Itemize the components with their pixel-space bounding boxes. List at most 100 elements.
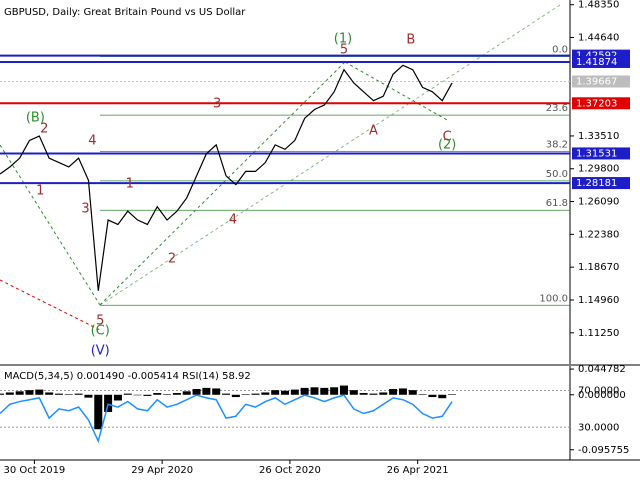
fib-label: 23.6: [546, 103, 568, 114]
y-tick-label: 1.48350: [578, 0, 619, 11]
macd-bar: [369, 393, 378, 395]
fib-label: 61.8: [546, 198, 568, 209]
macd-bar: [45, 392, 54, 395]
macd-bar: [153, 393, 162, 395]
wave-label: 5: [340, 42, 348, 57]
macd-bar: [290, 389, 299, 395]
macd-bar: [5, 392, 14, 395]
level-label: 1.39667: [576, 76, 617, 87]
y-tick-label: 1.22380: [578, 229, 619, 240]
macd-bar: [251, 393, 260, 395]
macd-bar: [212, 388, 221, 395]
level-label: 1.31531: [576, 148, 617, 159]
level-label: 1.37203: [576, 98, 617, 109]
x-tick-label: 30 Oct 2019: [3, 465, 65, 476]
fib-label: 38.2: [546, 140, 568, 151]
indicator-title: MACD(5,34,5) 0.001490 -0.005414 RSI(14) …: [4, 371, 251, 382]
wave-line: [344, 61, 448, 121]
macd-bar: [241, 394, 250, 395]
macd-bar: [113, 394, 122, 401]
macd-bar: [300, 387, 309, 395]
macd-bar: [448, 394, 457, 395]
rsi-tick-label: 70.0000: [578, 386, 619, 397]
macd-bar: [428, 394, 437, 398]
macd-bar: [320, 387, 329, 395]
y-tick-label: 1.29800: [578, 164, 619, 175]
macd-bar: [330, 387, 339, 395]
wave-label: B: [406, 32, 415, 47]
x-tick-label: 26 Apr 2021: [387, 465, 449, 476]
y-tick-label: 1.14960: [578, 295, 619, 306]
level-label: 1.41874: [576, 57, 617, 68]
macd-bar: [15, 391, 24, 395]
macd-bar: [192, 389, 201, 395]
wave-label: 1: [126, 176, 134, 191]
macd-bar: [104, 394, 113, 412]
x-tick-label: 29 Apr 2020: [131, 465, 193, 476]
macd-bar: [133, 394, 142, 396]
macd-bar: [143, 394, 152, 396]
macd-bar: [222, 393, 231, 395]
wave-line: [0, 144, 101, 306]
macd-bar: [231, 394, 240, 398]
macd-bar: [398, 388, 407, 395]
fib-label: 0.0: [552, 44, 568, 55]
macd-bar: [379, 392, 388, 395]
fib-label: 50.0: [546, 169, 568, 180]
macd-bar: [438, 394, 447, 399]
level-box: [572, 75, 630, 88]
macd-bar: [281, 390, 289, 395]
wave-label: (V): [91, 344, 110, 359]
macd-bar: [35, 389, 44, 395]
macd-bar: [163, 394, 172, 395]
wave-label: 3: [213, 97, 221, 112]
level-box: [572, 177, 630, 190]
macd-bar: [25, 390, 34, 395]
macd-bar: [182, 391, 191, 395]
macd-tick-label: 0.044782: [578, 364, 626, 375]
wave-label: 1: [36, 184, 44, 199]
y-tick-label: 1.11250: [578, 328, 619, 339]
macd-bar: [261, 392, 270, 395]
macd-bar: [339, 385, 348, 395]
wave-label: (2): [438, 137, 456, 152]
wave-label: 4: [88, 133, 96, 148]
macd-bar: [408, 390, 417, 395]
level-box: [572, 147, 630, 160]
fib-label: 100.0: [539, 293, 568, 304]
y-tick-label: 1.33510: [578, 131, 619, 142]
wave-label: (B): [26, 110, 45, 125]
macd-bar: [418, 394, 427, 395]
wave-label: C: [443, 129, 452, 144]
y-tick-label: 1.44640: [578, 33, 619, 44]
wave-label: (1): [334, 32, 352, 47]
level-label: 1.28181: [576, 178, 617, 189]
y-tick-label: 1.26090: [578, 197, 619, 208]
wave-label: A: [369, 123, 378, 138]
macd-bar: [349, 390, 358, 395]
macd-bar: [271, 390, 280, 395]
wave-label: 3: [81, 201, 89, 216]
wave-label: 5: [96, 314, 104, 329]
macd-tick-label: -0.095755: [578, 445, 629, 456]
macd-bar: [123, 393, 132, 395]
macd-bar: [359, 393, 368, 395]
macd-bar: [74, 393, 83, 395]
macd-bar: [64, 394, 73, 395]
level-box: [572, 55, 630, 68]
macd-bar: [84, 394, 93, 398]
x-tick-label: 26 Oct 2020: [259, 465, 321, 476]
wave-label: (C): [91, 324, 110, 339]
rsi-tick-label: 30.0000: [578, 422, 619, 433]
y-tick-label: 1.18670: [578, 262, 619, 273]
macd-bar: [389, 389, 398, 395]
rsi-line: [0, 394, 453, 444]
macd-bar: [202, 387, 211, 395]
macd-bar: [310, 387, 319, 395]
level-box: [572, 97, 630, 110]
wave-line: [0, 279, 101, 331]
wave-label: 2: [168, 252, 176, 267]
wave-label: 4: [229, 213, 237, 228]
macd-bar: [172, 393, 181, 395]
